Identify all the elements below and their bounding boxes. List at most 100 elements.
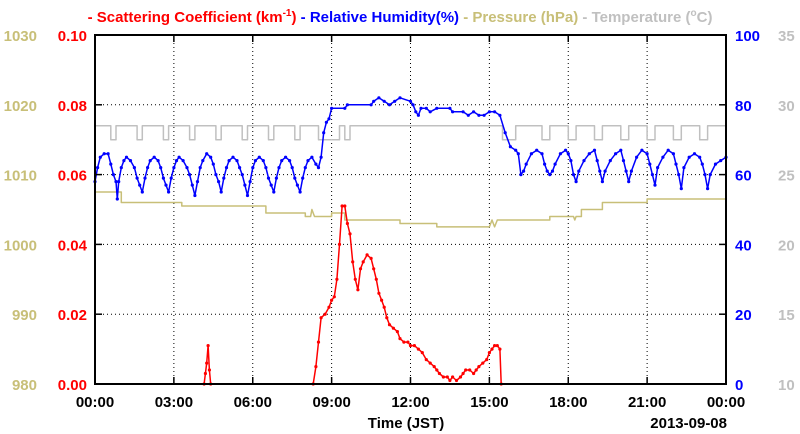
relative-humidityline-point xyxy=(288,159,292,163)
scattering-coefficientline-point xyxy=(424,358,428,362)
relative-humidityline-point xyxy=(703,173,707,177)
relative-humidityline-point xyxy=(545,169,549,173)
relative-humidityline-point xyxy=(316,166,321,170)
relative-humidityline-point xyxy=(656,166,660,170)
relative-humidityline-point xyxy=(306,159,310,163)
scattering-coefficientline xyxy=(203,344,212,385)
humidity-axis-tick-label: 100 xyxy=(735,28,760,45)
scattering-coefficientline-point xyxy=(203,371,207,376)
relative-humidityline-point xyxy=(582,159,586,163)
relative-humidityline-point xyxy=(635,155,639,159)
scattering-coefficientline-point xyxy=(343,204,347,208)
relative-humidityline-point xyxy=(498,113,502,117)
relative-humidityline-point xyxy=(152,155,156,159)
scattering-axis-tick-label: 0.06 xyxy=(58,168,87,185)
relative-humidityline-point xyxy=(451,110,455,114)
scattering-coefficientline-point xyxy=(412,344,416,348)
relative-humidityline-point xyxy=(435,106,439,110)
scattering-coefficientline-point xyxy=(385,316,389,320)
relative-humidityline-point xyxy=(719,159,723,163)
relative-humidityline-point xyxy=(408,99,413,103)
relative-humidityline-point xyxy=(614,152,618,156)
legend-entry-tail: C) xyxy=(697,9,713,26)
relative-humidityline-point xyxy=(387,103,392,107)
scattering-coefficientline-point xyxy=(323,312,327,316)
relative-humidityline-point xyxy=(251,166,255,170)
relative-humidityline-point xyxy=(482,113,486,117)
scattering-coefficientline-point xyxy=(472,371,476,376)
relative-humidityline-point xyxy=(115,197,119,201)
scattering-coefficientline-point xyxy=(358,267,363,271)
relative-humidityline-point xyxy=(503,131,507,135)
legend-entry: - Pressure (hPa) xyxy=(459,9,578,26)
relative-humidityline-point xyxy=(629,169,634,173)
scattering-coefficientline-point xyxy=(382,305,386,309)
scattering-coefficientline-point xyxy=(391,326,395,330)
legend: - Scattering Coefficient (km-1) - Relati… xyxy=(88,8,713,26)
relative-humidityline-point xyxy=(677,173,681,177)
scattering-coefficientline-point xyxy=(428,361,432,365)
pressure-axis-tick-label: 980 xyxy=(12,377,37,394)
relative-humidityline-point xyxy=(708,173,712,177)
relative-humidityline-point xyxy=(377,96,381,100)
temperature-axis-tick-label: 20 xyxy=(778,237,795,254)
scattering-coefficientline-point xyxy=(207,368,211,372)
scattering-axis-tick-label: 0.10 xyxy=(58,28,87,45)
relative-humidityline-point xyxy=(577,169,581,173)
relative-humidityline-point xyxy=(516,152,520,156)
relative-humidityline-point xyxy=(96,166,100,170)
relative-humidityline-point xyxy=(666,148,670,152)
relative-humidityline-point xyxy=(424,106,428,110)
x-tick-label: 21:00 xyxy=(628,394,666,411)
relative-humidityline-point xyxy=(188,173,192,177)
scattering-coefficientline-point xyxy=(377,291,381,295)
legend-entry-tail: ) xyxy=(292,9,297,26)
relative-humidityline-point xyxy=(624,169,628,173)
scattering-axis-tick-label: 0.02 xyxy=(58,307,87,324)
scattering-coefficientline-point xyxy=(206,344,210,348)
relative-humidityline-point xyxy=(161,176,165,180)
scattering-axis-tick-label: 0.08 xyxy=(58,98,87,115)
relative-humidityline-point xyxy=(274,176,278,180)
scattering-coefficientline-point xyxy=(335,277,339,281)
relative-humidityline-point xyxy=(524,162,528,166)
scattering-coefficientline-point xyxy=(437,371,441,376)
scattering-coefficientline-point xyxy=(454,378,459,383)
relative-humidityline-point xyxy=(398,96,402,100)
scattering-coefficientline-point xyxy=(340,204,344,208)
relative-humidityline-point xyxy=(679,187,683,191)
relative-humidityline-point xyxy=(185,166,189,170)
scattering-coefficientline-point xyxy=(369,256,373,260)
relative-humidityline-point xyxy=(224,166,229,170)
relative-humidityline-point xyxy=(280,159,284,163)
relative-humidityline-point xyxy=(448,106,452,110)
pressure-axis-tick-label: 1000 xyxy=(4,237,37,254)
relative-humidityline-point xyxy=(243,183,247,187)
scattering-coefficientline-point xyxy=(487,351,491,355)
relative-humidityline-point xyxy=(550,169,555,173)
relative-humidityline-point xyxy=(687,155,691,159)
relative-humidityline-point xyxy=(156,159,160,163)
relative-humidityline-point xyxy=(419,106,423,110)
relative-humidityline-point xyxy=(128,159,133,163)
scattering-coefficientline-point xyxy=(420,351,424,355)
relative-humidityline-point xyxy=(257,155,261,159)
relative-humidityline-point xyxy=(231,155,235,159)
scattering-coefficientline-point xyxy=(395,330,399,334)
relative-humidityline-point xyxy=(269,183,273,187)
scattering-coefficientline-point xyxy=(332,295,336,299)
relative-humidityline-point xyxy=(227,159,231,163)
relative-humidityline-point xyxy=(193,193,197,198)
legend-entry: - Temperature ( xyxy=(578,9,690,26)
relative-humidityline-point xyxy=(102,152,106,156)
x-tick-label: 18:00 xyxy=(549,394,587,411)
legend-entry-sup: o xyxy=(691,8,697,19)
relative-humidityline-point xyxy=(310,155,314,159)
scattering-coefficientline-point xyxy=(481,361,485,365)
relative-humidityline-point xyxy=(264,166,268,170)
relative-humidityline-point xyxy=(98,155,102,159)
x-tick-label: 06:00 xyxy=(234,394,272,411)
scattering-coefficientline-point xyxy=(319,316,323,320)
relative-humidityline-point xyxy=(295,183,299,187)
relative-humidityline-point xyxy=(558,152,563,156)
